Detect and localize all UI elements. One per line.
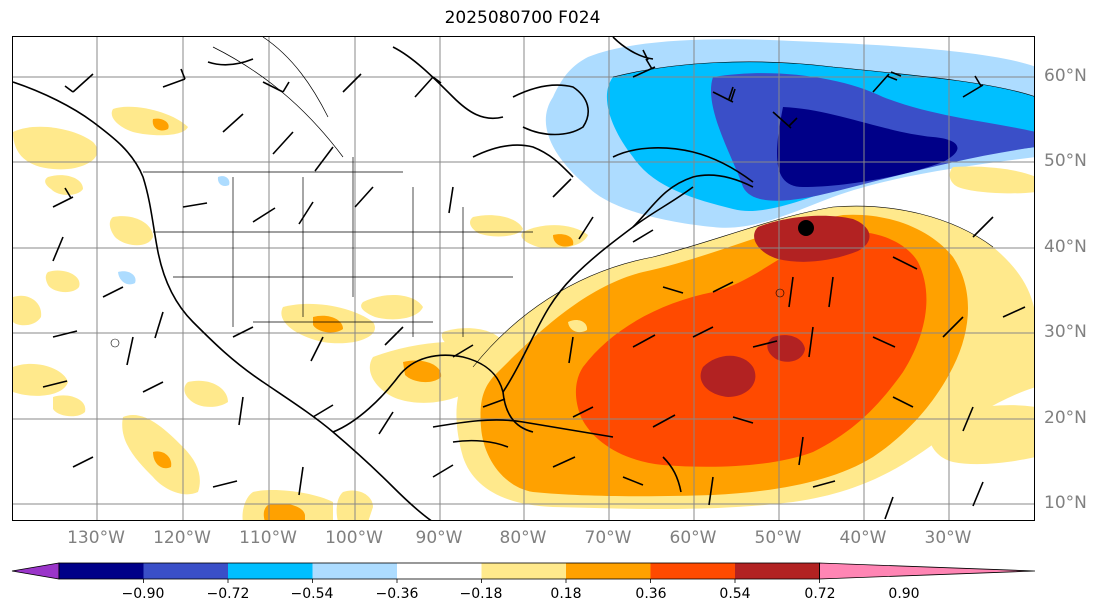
- colorbar-label: 0.72: [804, 586, 836, 602]
- lon-label-120w: 120°W: [153, 528, 211, 548]
- colorbar-label: −0.54: [290, 586, 334, 602]
- colorbar-label: −0.90: [121, 586, 165, 602]
- colorbar-label: −0.18: [459, 586, 503, 602]
- colorbar-outline: [58, 562, 820, 580]
- colorbar-segment: [143, 563, 229, 579]
- lat-label-30n: 30°N: [1044, 322, 1087, 342]
- colorbar-segment: [59, 563, 144, 579]
- colorbar-segment: [566, 563, 651, 579]
- lon-label-90w: 90°W: [415, 528, 463, 548]
- lon-label-60w: 60°W: [669, 528, 717, 548]
- coastlines: [13, 37, 754, 520]
- lon-label-30w: 30°W: [924, 528, 972, 548]
- location-marker: [798, 220, 814, 236]
- colorbar-segment: [312, 563, 398, 579]
- lon-label-110w: 110°W: [239, 528, 297, 548]
- lon-label-130w: 130°W: [67, 528, 125, 548]
- lat-label-60n: 60°N: [1044, 66, 1087, 86]
- colorbar-label: 0.90: [888, 586, 920, 602]
- colorbar-segment: [228, 563, 313, 579]
- anomaly-shading: [13, 39, 1034, 520]
- lon-label-40w: 40°W: [839, 528, 887, 548]
- map-title: 2025080700 F024: [444, 8, 601, 28]
- colorbar-segment: [397, 563, 482, 579]
- colorbar-extend-low: [11, 562, 60, 580]
- state-borders: [143, 37, 533, 337]
- colorbar-extend-high: [819, 562, 1036, 580]
- colorbar-label: −0.72: [206, 586, 250, 602]
- lat-label-10n: 10°N: [1044, 493, 1087, 513]
- lat-label-40n: 40°N: [1044, 237, 1087, 257]
- lat-label-20n: 20°N: [1044, 408, 1087, 428]
- wind-barbs: [42, 49, 1026, 520]
- contour-lines: [110, 61, 1034, 368]
- lat-label-50n: 50°N: [1044, 151, 1087, 171]
- lon-label-80w: 80°W: [499, 528, 547, 548]
- map-area: [12, 36, 1035, 521]
- lon-label-50w: 50°W: [754, 528, 802, 548]
- lon-label-100w: 100°W: [325, 528, 383, 548]
- colorbar-label: 0.36: [635, 586, 667, 602]
- colorbar-label: 0.18: [550, 586, 582, 602]
- graticule: [13, 37, 1034, 520]
- map-canvas: [13, 37, 1034, 520]
- colorbar-label: −0.36: [375, 586, 419, 602]
- colorbar-segment: [650, 563, 736, 579]
- colorbar-segment: [735, 563, 820, 579]
- lon-label-70w: 70°W: [584, 528, 632, 548]
- colorbar-segment: [481, 563, 567, 579]
- colorbar-label: 0.54: [719, 586, 751, 602]
